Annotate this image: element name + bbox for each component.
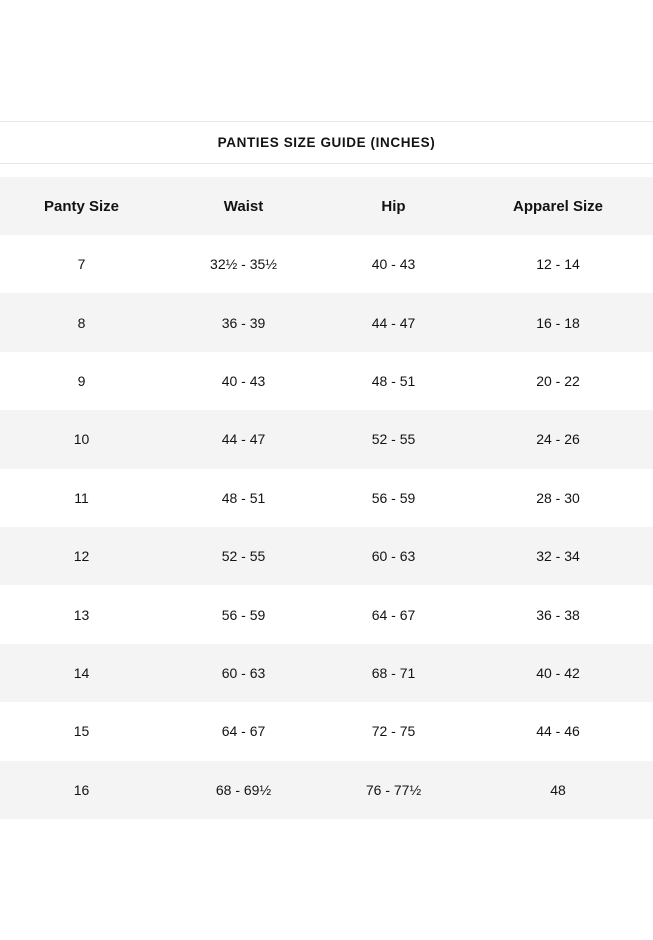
cell-hip: 72 - 75: [371, 723, 416, 740]
column-header-panty-size: Panty Size: [43, 197, 120, 215]
cell-waist: 40 - 43: [221, 372, 266, 389]
cell-apparel-size: 44 - 46: [536, 723, 580, 740]
cell-panty-size: 13: [73, 606, 90, 623]
cell-waist: 32½ - 35½: [210, 256, 277, 273]
cell-apparel-size: 20 - 22: [536, 372, 580, 389]
cell-waist: 68 - 69½: [215, 781, 272, 798]
cell-waist: 48 - 51: [221, 489, 266, 506]
cell-waist: 60 - 63: [221, 664, 266, 681]
table-row: 15 64 - 67 72 - 75 44 - 46: [0, 702, 653, 760]
table-row: 11 48 - 51 56 - 59 28 - 30: [0, 469, 653, 527]
cell-waist: 64 - 67: [221, 723, 266, 740]
size-guide-title: PANTIES SIZE GUIDE (INCHES): [217, 135, 436, 150]
cell-apparel-size: 40 - 42: [536, 664, 580, 681]
table-row: 14 60 - 63 68 - 71 40 - 42: [0, 643, 653, 703]
cell-apparel-size: 28 - 30: [536, 489, 580, 506]
cell-hip: 56 - 59: [371, 489, 416, 506]
cell-panty-size: 14: [73, 664, 90, 681]
cell-apparel-size: 16 - 18: [536, 314, 580, 331]
table-row: 9 40 - 43 48 - 51 20 - 22: [0, 352, 653, 410]
cell-hip: 40 - 43: [371, 256, 416, 273]
cell-waist: 52 - 55: [221, 548, 266, 565]
table-header-row: Panty Size Waist Hip Apparel Size: [0, 177, 653, 235]
table-row: 16 68 - 69½ 76 - 77½ 48: [0, 760, 653, 819]
cell-waist: 44 - 47: [221, 431, 266, 448]
cell-hip: 52 - 55: [371, 431, 416, 448]
cell-hip: 44 - 47: [371, 314, 416, 331]
cell-apparel-size: 36 - 38: [536, 606, 580, 623]
cell-hip: 48 - 51: [371, 372, 416, 389]
size-guide-table: Panty Size Waist Hip Apparel Size 7 32½ …: [0, 177, 653, 819]
cell-hip: 76 - 77½: [365, 781, 422, 798]
column-header-waist: Waist: [223, 197, 264, 215]
cell-hip: 68 - 71: [371, 664, 416, 681]
table-row: 13 56 - 59 64 - 67 36 - 38: [0, 585, 653, 643]
table-row: 10 44 - 47 52 - 55 24 - 26: [0, 410, 653, 469]
cell-hip: 60 - 63: [371, 548, 416, 565]
cell-apparel-size: 12 - 14: [536, 256, 580, 273]
cell-panty-size: 12: [73, 548, 90, 565]
title-table-gap: [0, 164, 653, 177]
table-row: 12 52 - 55 60 - 63 32 - 34: [0, 526, 653, 586]
top-whitespace: [0, 0, 653, 121]
cell-apparel-size: 32 - 34: [536, 548, 580, 565]
cell-panty-size: 15: [73, 723, 90, 740]
cell-panty-size: 11: [74, 489, 89, 506]
table-row: 8 36 - 39 44 - 47 16 - 18: [0, 293, 653, 352]
cell-apparel-size: 24 - 26: [536, 431, 580, 448]
size-guide-title-bar: PANTIES SIZE GUIDE (INCHES): [0, 121, 653, 164]
cell-panty-size: 7: [77, 256, 86, 273]
table-row: 7 32½ - 35½ 40 - 43 12 - 14: [0, 235, 653, 293]
cell-panty-size: 16: [73, 781, 90, 798]
column-header-apparel-size: Apparel Size: [512, 197, 604, 215]
cell-panty-size: 8: [77, 314, 86, 331]
cell-panty-size: 9: [77, 372, 86, 389]
cell-waist: 36 - 39: [221, 314, 266, 331]
cell-waist: 56 - 59: [221, 606, 266, 623]
cell-apparel-size: 48: [550, 781, 566, 798]
cell-panty-size: 10: [73, 431, 90, 448]
cell-hip: 64 - 67: [371, 606, 416, 623]
column-header-hip: Hip: [381, 197, 406, 215]
